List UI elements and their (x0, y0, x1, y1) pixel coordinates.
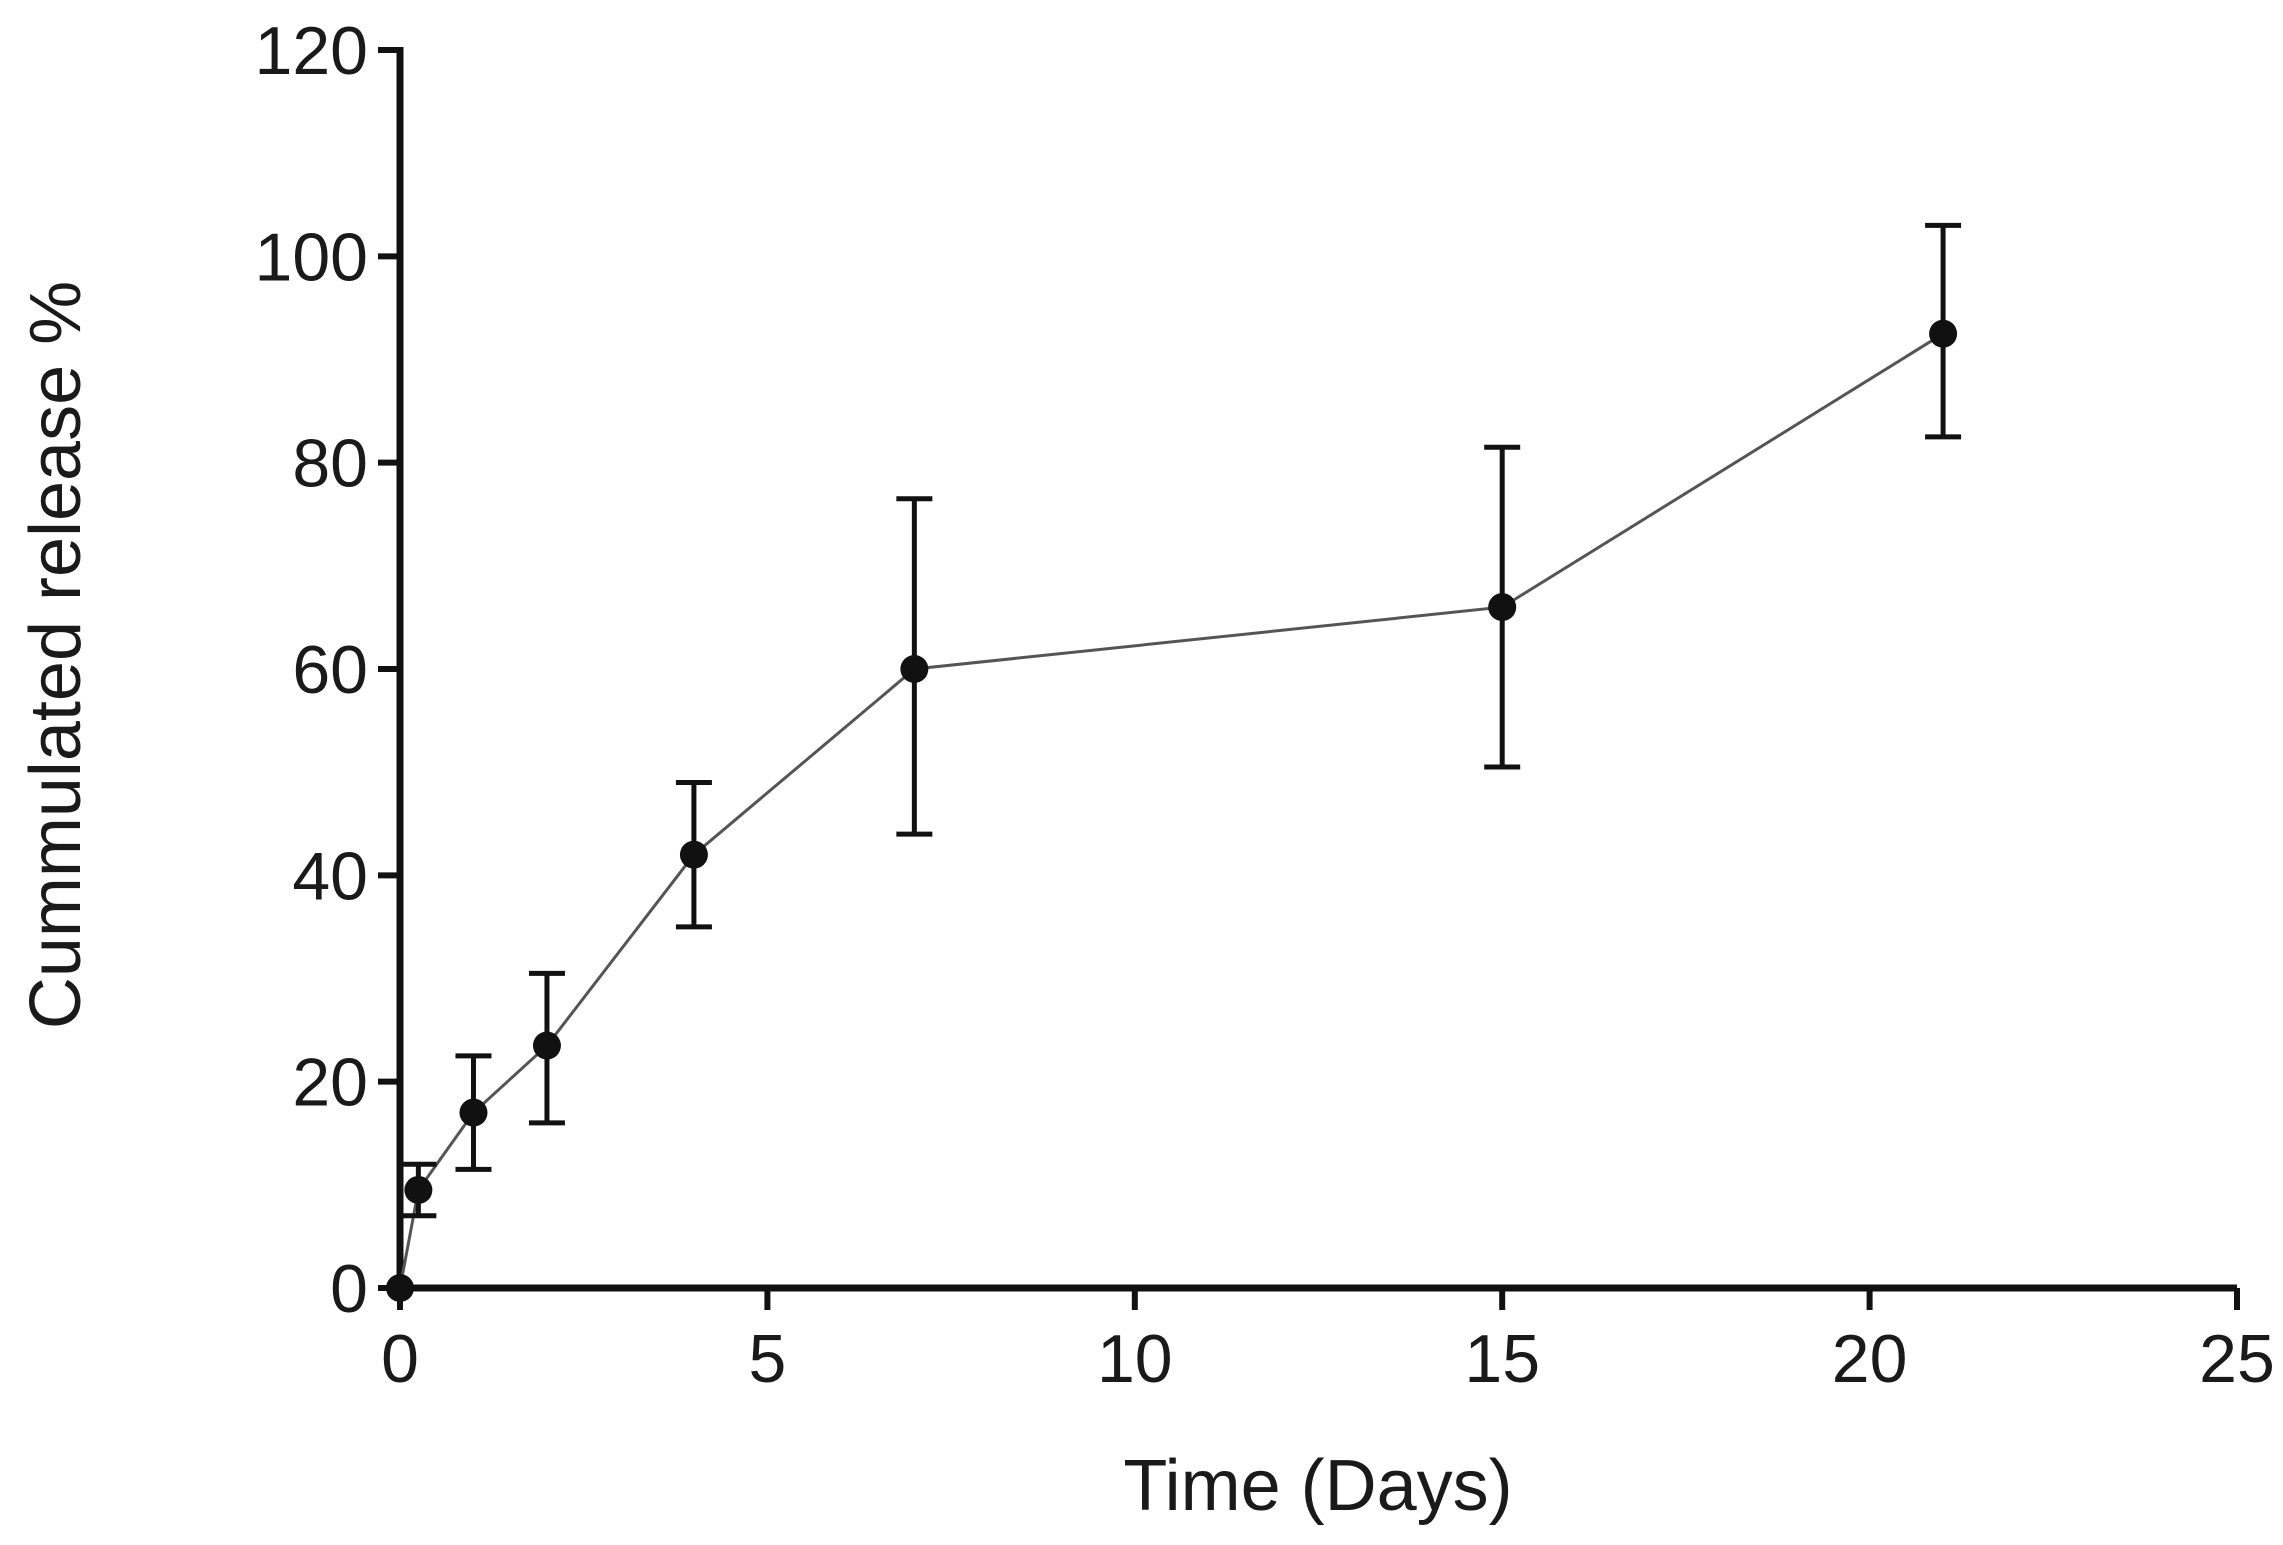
x-axis-title: Time (Days) (1123, 1446, 1512, 1526)
y-axis-title: Cummulated release % (16, 281, 96, 1029)
y-tick-label-20: 20 (292, 1045, 368, 1121)
series-line-0 (398, 332, 1944, 1289)
data-point-5 (900, 655, 929, 683)
y-tick-label-0: 0 (330, 1251, 368, 1327)
data-point-6 (1488, 593, 1517, 622)
data-point-4 (679, 840, 708, 869)
series-layer (386, 222, 1962, 1302)
y-tick-label-60: 60 (292, 632, 368, 708)
y-tick-label-40: 40 (292, 838, 368, 914)
y-tick-label-100: 100 (255, 219, 368, 295)
data-point-7 (1929, 319, 1958, 348)
x-tick-label-5: 5 (748, 1321, 786, 1397)
x-tick-label-20: 20 (1832, 1321, 1908, 1397)
x-tick-label-15: 15 (1464, 1321, 1540, 1397)
y-ticks: 0 20 40 60 80 100 120 (255, 13, 400, 1327)
axes (396, 47, 2237, 1292)
data-point-1 (404, 1175, 433, 1204)
x-tick-label-25: 25 (2199, 1321, 2275, 1397)
y-tick-label-80: 80 (292, 426, 368, 502)
x-ticks: 0 5 10 15 20 25 (381, 1288, 2275, 1397)
data-point-2 (459, 1098, 488, 1127)
x-tick-label-0: 0 (381, 1321, 419, 1397)
data-point-3 (532, 1031, 561, 1060)
y-tick-label-120: 120 (255, 13, 368, 89)
x-tick-label-10: 10 (1097, 1321, 1173, 1397)
data-point-0 (386, 1274, 414, 1302)
